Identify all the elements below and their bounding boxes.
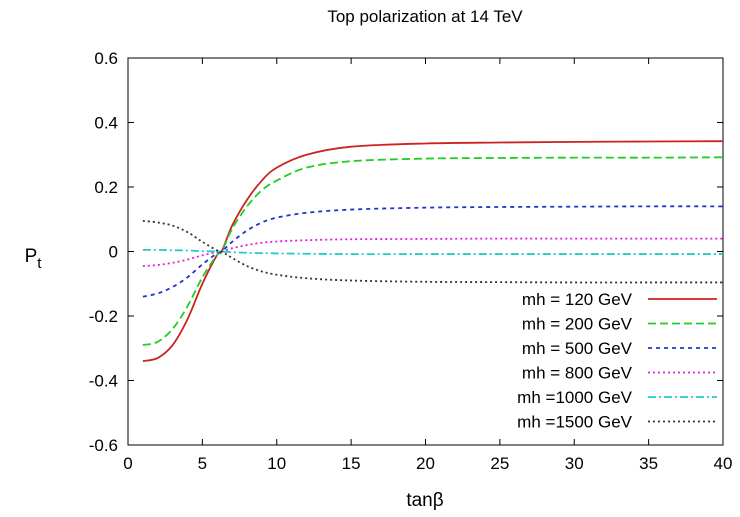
- series-line: [142, 205, 724, 298]
- x-tick-label: 25: [490, 454, 509, 473]
- x-tick-labels: 0 5 10 15 20 25 30 35 40: [123, 454, 732, 473]
- legend-entry-label: mh =1000 GeV: [517, 388, 632, 407]
- y-tick-label: -0.6: [89, 436, 118, 455]
- x-tick-label: 5: [198, 454, 207, 473]
- x-tick-label: 30: [565, 454, 584, 473]
- legend-entry-label: mh =1500 GeV: [517, 413, 632, 432]
- x-tick-label: 0: [123, 454, 132, 473]
- y-tick-label: 0.6: [94, 49, 118, 68]
- chart-title: Top polarization at 14 TeV: [327, 7, 523, 26]
- series-line: [142, 219, 723, 284]
- y-tick-label: -0.2: [89, 307, 118, 326]
- series-line: [142, 248, 723, 256]
- y-tick-labels: -0.6 -0.4 -0.2 0 0.2 0.4 0.6: [89, 49, 118, 455]
- legend-entry-label: mh = 500 GeV: [522, 339, 633, 358]
- legend-entry-label: mh = 800 GeV: [522, 364, 633, 383]
- y-axis-label: Pt: [25, 246, 43, 272]
- legend: mh = 120 GeV mh = 200 GeV mh = 500 GeV mh =…: [517, 290, 717, 432]
- series-line: [142, 140, 724, 363]
- x-tick-label: 40: [714, 454, 733, 473]
- y-tick-label: -0.4: [89, 372, 118, 391]
- y-tick-label: 0: [109, 243, 118, 262]
- x-axis-label: tanβ: [406, 490, 443, 511]
- legend-entry-label: mh = 200 GeV: [522, 315, 633, 334]
- series-line: [142, 156, 724, 346]
- series-line: [142, 237, 723, 267]
- legend-entry-label: mh = 120 GeV: [522, 290, 633, 309]
- y-tick-label: 0.4: [94, 114, 118, 133]
- plot-area: [127, 57, 724, 446]
- x-tick-label: 35: [639, 454, 658, 473]
- x-tick-label: 20: [416, 454, 435, 473]
- y-tick-label: 0.2: [94, 178, 118, 197]
- y-axis-label-sub: t: [37, 255, 42, 272]
- x-tick-label: 10: [267, 454, 286, 473]
- y-axis-label-main: P: [25, 246, 38, 267]
- x-tick-label: 15: [342, 454, 361, 473]
